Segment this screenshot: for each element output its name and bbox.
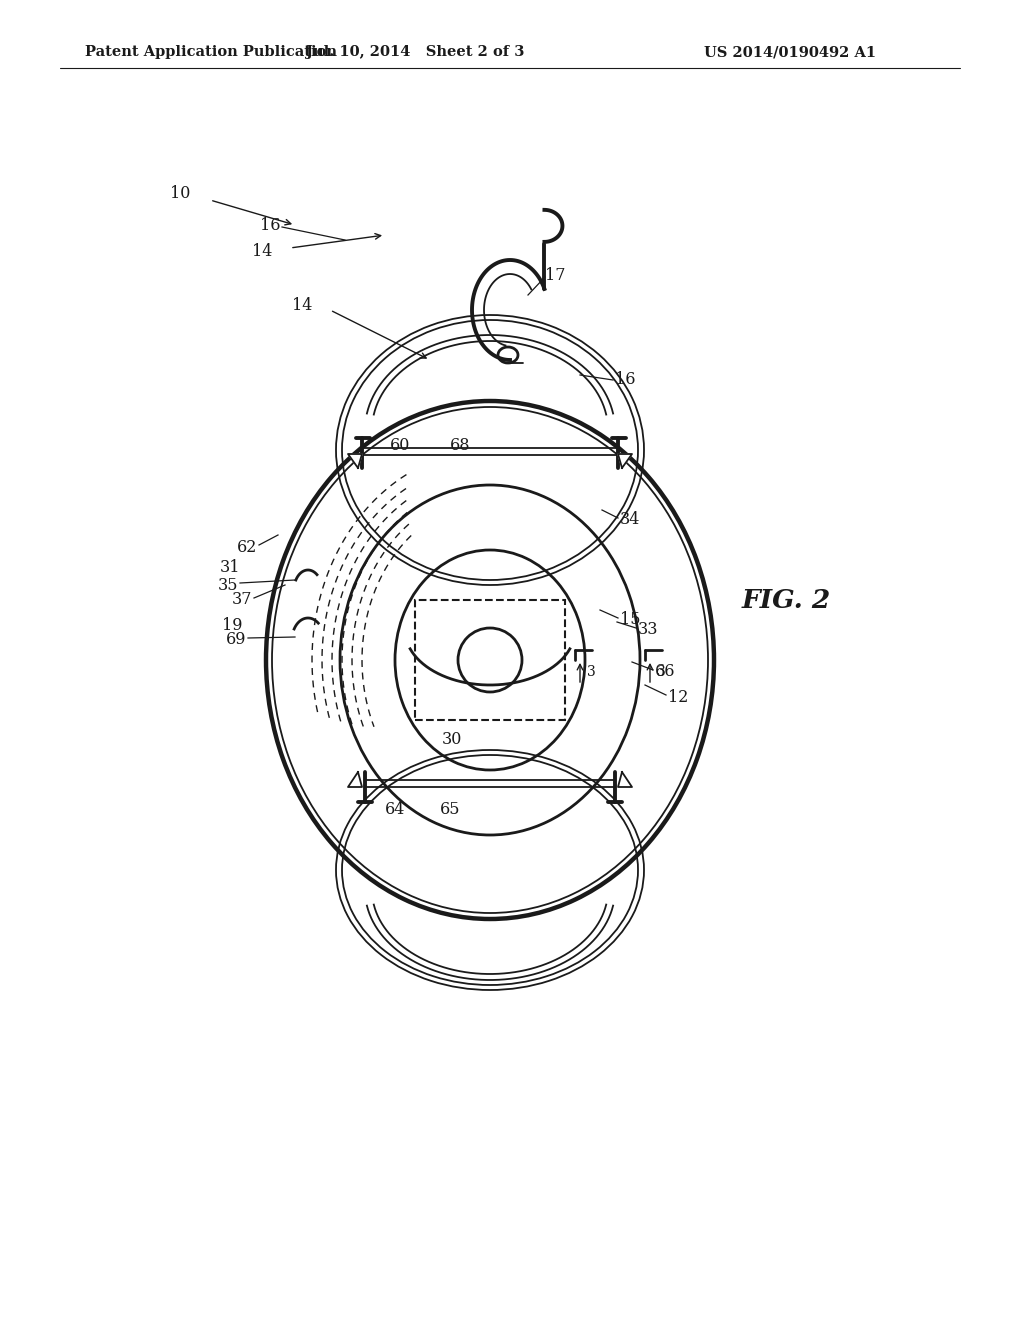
Text: 60: 60	[390, 437, 411, 454]
Bar	[415, 601, 565, 719]
Text: 15: 15	[620, 611, 640, 628]
Text: 30: 30	[441, 731, 462, 748]
Text: 14: 14	[292, 297, 312, 314]
Text: 37: 37	[231, 591, 252, 609]
Text: 12: 12	[668, 689, 688, 705]
Text: 3: 3	[587, 665, 596, 678]
Text: 10: 10	[170, 186, 190, 202]
Text: 64: 64	[385, 801, 406, 818]
Polygon shape	[618, 772, 632, 787]
Text: 69: 69	[225, 631, 246, 648]
Text: 33: 33	[638, 622, 658, 639]
Text: 17: 17	[545, 267, 565, 284]
Text: 19: 19	[221, 616, 242, 634]
Text: 31: 31	[219, 560, 240, 577]
Text: US 2014/0190492 A1: US 2014/0190492 A1	[703, 45, 877, 59]
Text: Jul. 10, 2014   Sheet 2 of 3: Jul. 10, 2014 Sheet 2 of 3	[306, 45, 524, 59]
Polygon shape	[618, 454, 632, 469]
Text: 66: 66	[655, 664, 676, 681]
Text: 16: 16	[259, 216, 280, 234]
Text: 16: 16	[615, 371, 636, 388]
Text: FIG. 2: FIG. 2	[742, 587, 831, 612]
Text: Patent Application Publication: Patent Application Publication	[85, 45, 337, 59]
Text: 34: 34	[620, 511, 640, 528]
Polygon shape	[348, 772, 362, 787]
Polygon shape	[348, 454, 362, 469]
Text: 35: 35	[217, 577, 238, 594]
Text: 65: 65	[439, 801, 460, 818]
Text: 62: 62	[237, 539, 257, 556]
Text: 3: 3	[657, 665, 666, 678]
Text: 14: 14	[252, 243, 272, 260]
Text: 68: 68	[450, 437, 470, 454]
